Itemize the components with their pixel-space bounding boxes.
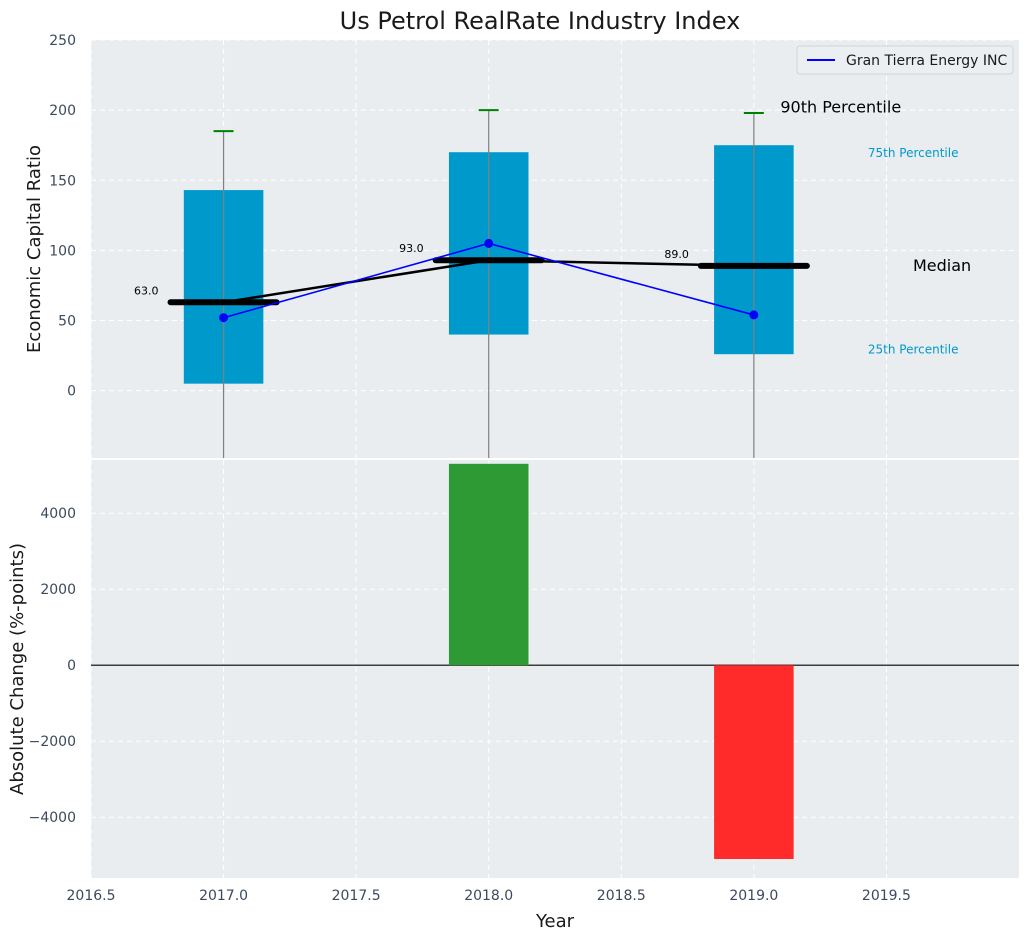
x-tick-label: 2018.5 <box>597 888 646 904</box>
bottom-y-tick-label: −4000 <box>29 810 76 826</box>
x-axis-label: Year <box>535 911 575 932</box>
company-point-2017 <box>219 313 229 323</box>
change-bar-2018 <box>448 463 529 666</box>
change-bar-2019 <box>714 665 794 859</box>
bottom-panel-axes: Absolute Change (%-points) Year −4000 −20… <box>7 506 911 932</box>
chart-title: Us Petrol RealRate Industry Index <box>340 7 741 35</box>
x-tick-label: 2017.0 <box>199 888 248 904</box>
top-y-tick-label: 250 <box>49 33 76 49</box>
bottom-y-tick-label: 2000 <box>40 582 76 598</box>
annotation-3: 25th Percentile <box>868 343 959 357</box>
top-panel-axes: Economic Capital Ratio 0 50 100 150 200 250 <box>24 33 76 400</box>
bottom-y-axis-label: Absolute Change (%-points) <box>7 543 28 795</box>
x-tick-label: 2019.0 <box>729 888 778 904</box>
median-value-label-2019: 89.0 <box>664 248 689 261</box>
bottom-y-tick-label: 0 <box>67 658 76 674</box>
top-y-axis-label: Economic Capital Ratio <box>24 145 45 353</box>
top-y-tick-label: 100 <box>49 243 76 259</box>
bottom-panel-background <box>91 460 1019 878</box>
x-tick-label: 2016.5 <box>67 888 116 904</box>
bottom-y-tick-label: 4000 <box>40 506 76 522</box>
annotation-0: 90th Percentile <box>780 97 901 116</box>
top-y-tick-label: 0 <box>67 384 76 400</box>
x-tick-label: 2017.5 <box>332 888 381 904</box>
legend: Gran Tierra Energy INC <box>796 45 1014 75</box>
legend-box <box>796 45 1014 75</box>
top-y-tick-label: 200 <box>49 103 76 119</box>
company-point-2018 <box>484 238 494 248</box>
annotation-1: 75th Percentile <box>868 146 959 160</box>
median-value-label-2018: 93.0 <box>399 242 424 255</box>
top-y-tick-label: 150 <box>49 173 76 189</box>
annotation-2: Median <box>913 256 971 275</box>
median-trend-line <box>223 258 754 304</box>
top-y-tick-label: 50 <box>58 314 76 330</box>
bottom-panel-marks <box>91 463 1019 859</box>
legend-entry-label: Gran Tierra Energy INC <box>846 53 1007 69</box>
median-value-label-2017: 63.0 <box>134 284 159 297</box>
company-point-2019 <box>749 310 759 320</box>
x-tick-label: 2019.5 <box>862 888 911 904</box>
x-tick-label: 2018.0 <box>464 888 513 904</box>
top-panel-marks: 63.0 93.0 89.0 90th Percentile 75th Percenti… <box>134 97 971 458</box>
bottom-y-tick-label: −2000 <box>29 734 76 750</box>
